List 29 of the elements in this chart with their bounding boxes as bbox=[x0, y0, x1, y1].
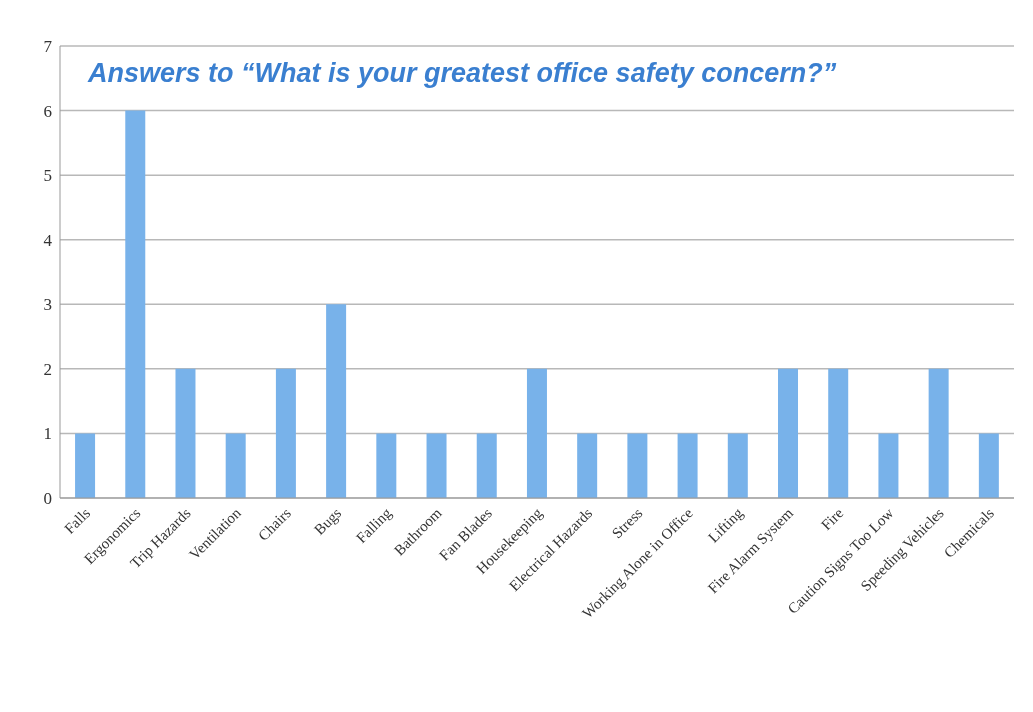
y-tick-label: 6 bbox=[43, 101, 52, 121]
y-tick-label: 4 bbox=[43, 230, 53, 250]
bar bbox=[426, 433, 447, 498]
y-tick-label: 2 bbox=[43, 359, 52, 379]
bar bbox=[978, 433, 999, 498]
bar bbox=[778, 368, 799, 498]
bar bbox=[727, 433, 748, 498]
bar bbox=[225, 433, 246, 498]
bar bbox=[275, 368, 296, 498]
y-tick-label: 5 bbox=[43, 166, 52, 186]
y-tick-label: 3 bbox=[43, 295, 52, 315]
x-tick-label: Fire bbox=[817, 504, 847, 534]
text: Answers to “What is your greatest office safety concern?” bbox=[88, 58, 837, 89]
y-tick-label: 7 bbox=[43, 37, 53, 57]
bar bbox=[476, 433, 497, 498]
bar bbox=[928, 368, 949, 498]
bar bbox=[878, 433, 899, 498]
bar bbox=[75, 433, 96, 498]
y-tick-label: 0 bbox=[43, 489, 52, 509]
bar bbox=[175, 368, 196, 498]
bar bbox=[125, 110, 146, 498]
y-tick-label: 1 bbox=[43, 424, 52, 444]
bar bbox=[627, 433, 648, 498]
bar bbox=[376, 433, 397, 498]
bar bbox=[577, 433, 598, 498]
bar bbox=[526, 368, 547, 498]
bar bbox=[326, 304, 347, 498]
bar bbox=[677, 433, 698, 498]
bar bbox=[828, 368, 849, 498]
